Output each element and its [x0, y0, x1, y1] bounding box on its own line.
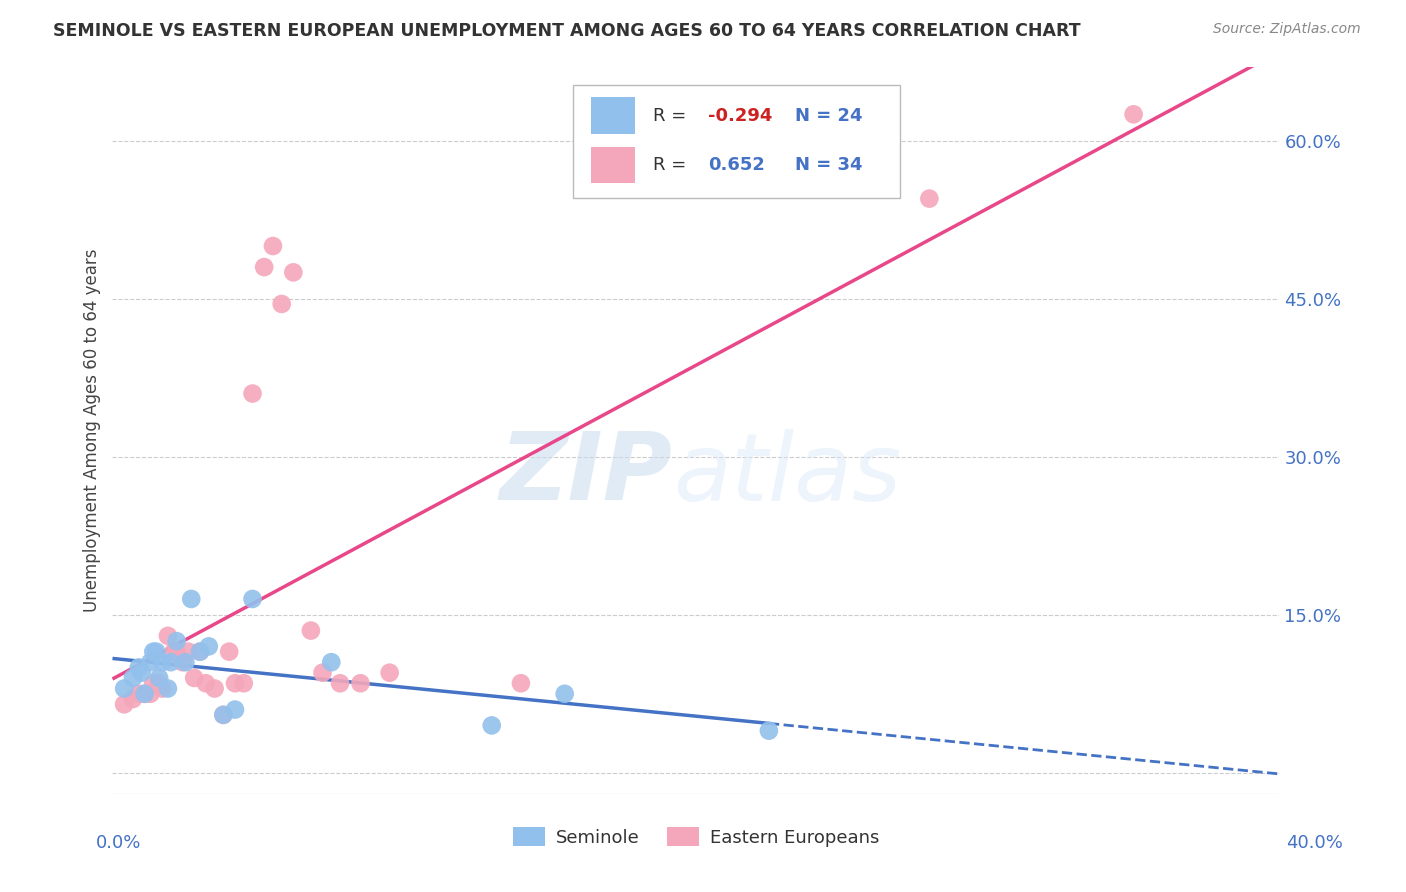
Point [172, 655, 194, 669]
Point [142, 676, 165, 690]
Point [188, 645, 211, 659]
Text: ZIP: ZIP [499, 428, 672, 520]
Legend: Seminole, Eastern Europeans: Seminole, Eastern Europeans [505, 820, 887, 854]
Point [509, 676, 531, 690]
Text: R =: R = [652, 156, 692, 174]
Point [174, 655, 197, 669]
Text: SEMINOLE VS EASTERN EUROPEAN UNEMPLOYMENT AMONG AGES 60 TO 64 YEARS CORRELATION : SEMINOLE VS EASTERN EUROPEAN UNEMPLOYMEN… [53, 22, 1081, 40]
Text: atlas: atlas [672, 428, 901, 519]
Point [128, 660, 150, 674]
Point [134, 687, 156, 701]
Point [148, 671, 170, 685]
Point [131, 665, 153, 680]
Point [224, 703, 246, 717]
Point [148, 676, 170, 690]
Point [156, 681, 179, 696]
Point [142, 645, 165, 659]
Y-axis label: Unemployment Among Ages 60 to 64 years: Unemployment Among Ages 60 to 64 years [83, 249, 101, 612]
Point [183, 671, 205, 685]
Point [139, 655, 162, 669]
Point [112, 698, 135, 712]
Point [194, 676, 217, 690]
Point [212, 707, 235, 722]
Point [283, 265, 305, 279]
Point [139, 687, 162, 701]
Point [160, 655, 183, 669]
Point [329, 676, 352, 690]
Point [166, 645, 188, 659]
Point [145, 645, 167, 659]
Point [1122, 107, 1144, 121]
Point [163, 645, 186, 659]
Point [218, 645, 240, 659]
Text: 0.0%: 0.0% [96, 834, 141, 852]
Point [321, 655, 343, 669]
Point [150, 655, 173, 669]
Text: Source: ZipAtlas.com: Source: ZipAtlas.com [1213, 22, 1361, 37]
Point [128, 687, 150, 701]
Point [197, 640, 219, 654]
Point [180, 591, 202, 606]
Point [349, 676, 371, 690]
Point [122, 692, 145, 706]
Point [224, 676, 246, 690]
Point [918, 192, 941, 206]
Text: 40.0%: 40.0% [1286, 834, 1343, 852]
Point [166, 634, 188, 648]
Point [299, 624, 322, 638]
Point [156, 629, 179, 643]
Point [253, 260, 276, 274]
Point [134, 687, 156, 701]
Point [262, 239, 284, 253]
Point [378, 665, 401, 680]
FancyBboxPatch shape [574, 85, 900, 198]
Point [188, 645, 211, 659]
Bar [591, 97, 636, 134]
Text: 0.652: 0.652 [707, 156, 765, 174]
Point [242, 591, 264, 606]
Point [554, 687, 576, 701]
Point [112, 681, 135, 696]
Point [270, 297, 292, 311]
Text: R =: R = [652, 107, 692, 125]
Point [204, 681, 226, 696]
Point [232, 676, 254, 690]
Point [481, 718, 503, 732]
Point [242, 386, 264, 401]
Point [212, 707, 235, 722]
Point [150, 681, 173, 696]
Point [311, 665, 333, 680]
Point [758, 723, 780, 738]
Point [177, 645, 200, 659]
Text: N = 34: N = 34 [796, 156, 863, 174]
Point [122, 671, 145, 685]
Text: -0.294: -0.294 [707, 107, 772, 125]
Bar [591, 147, 636, 183]
Text: N = 24: N = 24 [796, 107, 863, 125]
